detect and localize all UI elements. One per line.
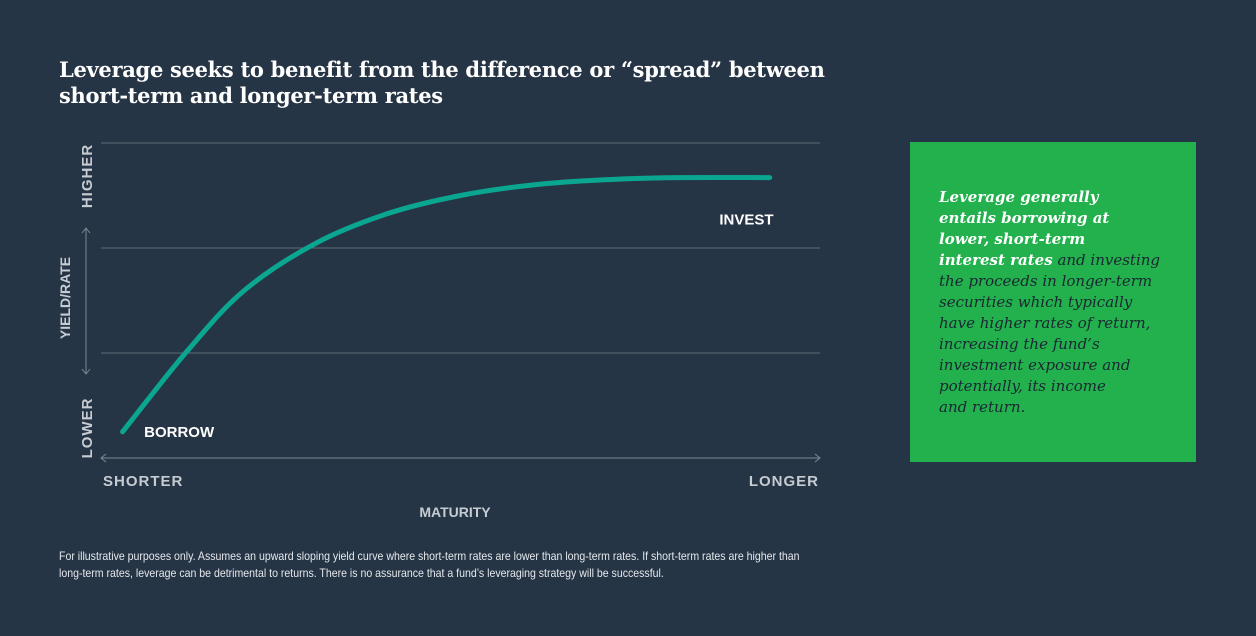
- y-axis-arrow-down-icon: [81, 368, 91, 375]
- callout-rest-line: and return.: [939, 398, 1026, 416]
- callout-lead-line: Leverage generally: [939, 188, 1099, 206]
- y-axis-title: YIELD/RATE: [57, 257, 73, 339]
- callout-rest-first: and investing: [1052, 251, 1161, 269]
- callout-box: Leverage generally entails borrowing at lo…: [910, 142, 1196, 462]
- y-axis-end-label: HIGHER: [79, 144, 96, 208]
- y-axis-start-label: LOWER: [79, 398, 96, 459]
- chart-axes: [81, 227, 821, 463]
- footnote-line: For illustrative purposes only. Assumes …: [59, 549, 800, 563]
- callout-text: Leverage generally entails borrowing at lo…: [939, 187, 1175, 418]
- callout-lead-line: entails borrowing at: [939, 209, 1110, 227]
- callout-rest-line: have higher rates of return,: [939, 314, 1151, 332]
- x-axis-arrow-right-icon: [814, 453, 821, 463]
- x-axis-arrow-left-icon: [100, 453, 107, 463]
- chart-title: Leverage seeks to benefit from the diffe…: [59, 57, 839, 109]
- callout-rest-line: securities which typically: [939, 293, 1133, 311]
- footnote-line: long-term rates, leverage can be detrime…: [59, 566, 664, 580]
- callout-rest-line: increasing the fund’s: [939, 335, 1100, 353]
- callout-rest-line: investment exposure and: [939, 356, 1131, 374]
- callout-lead-line: interest rates: [939, 251, 1053, 269]
- chart-series: [120, 174, 773, 435]
- callout-lead-line: lower, short-term: [939, 230, 1086, 248]
- callout-rest-line: potentially, its income: [939, 377, 1106, 395]
- callout-rest-line: the proceeds in longer-term: [939, 272, 1153, 290]
- annotation-invest: INVEST: [719, 212, 773, 229]
- footnote: For illustrative purposes only. Assumes …: [59, 548, 800, 582]
- callout-lead: Leverage generally entails borrowing at lo…: [939, 188, 1109, 269]
- annotation-borrow: BORROW: [144, 424, 215, 441]
- yield-curve-line: [120, 174, 773, 435]
- chart-labels: SHORTER LONGER MATURITY HIGHER LOWER YIELD/RA…: [57, 144, 819, 520]
- x-axis-start-label: SHORTER: [103, 473, 183, 490]
- chart-gridlines: [101, 142, 820, 354]
- x-axis-end-label: LONGER: [749, 473, 819, 490]
- chart-title-line: Leverage seeks to benefit from the diffe…: [59, 57, 825, 82]
- x-axis-title: MATURITY: [419, 504, 491, 520]
- y-axis-arrow-up-icon: [81, 227, 91, 234]
- chart-title-line: short-term and longer-term rates: [59, 83, 443, 108]
